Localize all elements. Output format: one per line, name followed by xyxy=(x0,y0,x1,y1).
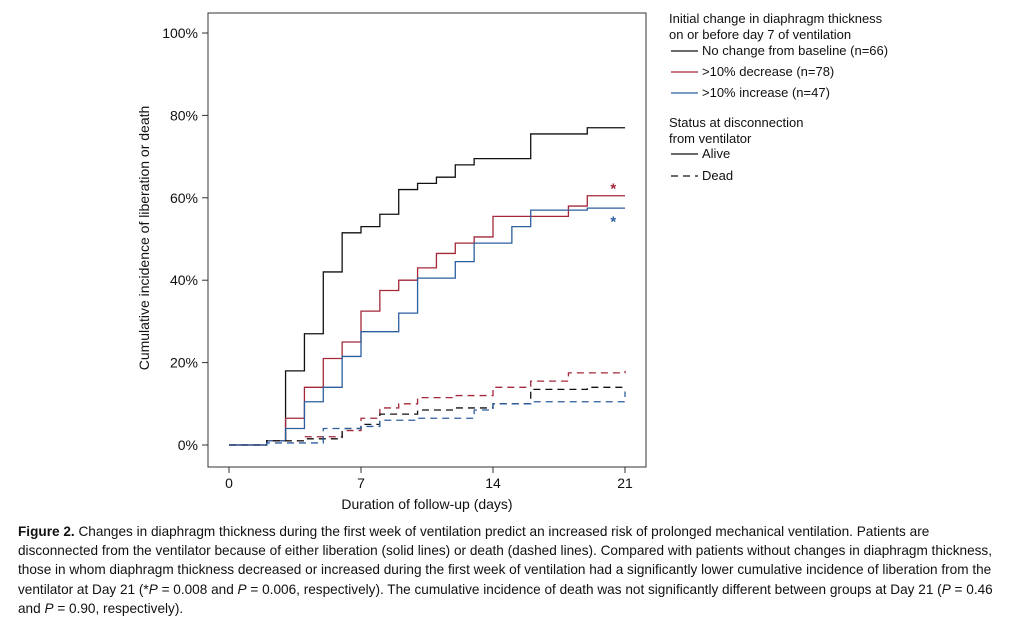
legend-label: Alive xyxy=(702,146,730,161)
y-tick-label: 40% xyxy=(170,272,198,288)
legend-label: >10% decrease (n=78) xyxy=(702,64,834,79)
x-tick-label: 14 xyxy=(485,475,501,491)
x-tick-label: 21 xyxy=(617,475,633,491)
y-axis-label: Cumulative incidence of liberation or de… xyxy=(136,106,152,371)
series-line-5 xyxy=(229,391,626,446)
x-tick-label: 7 xyxy=(357,475,365,491)
y-tick-label: 20% xyxy=(170,355,198,371)
series-line-0 xyxy=(229,127,625,446)
significance-marker: * xyxy=(610,180,616,197)
series-line-2 xyxy=(229,207,625,446)
chart: 0% 20% 40% 60% 80% 100% 0 7 14 21 Duration of foll… xyxy=(136,11,888,512)
figure-caption: Figure 2. Changes in diaphragm thickness… xyxy=(18,522,1010,618)
caption-p-symbol: P xyxy=(237,581,247,597)
caption-text-1: Changes in diaphragm thickness during th… xyxy=(18,524,992,597)
legend: Initial change in diaphragm thicknesson … xyxy=(669,11,888,183)
x-tick-label: 0 xyxy=(225,475,233,491)
caption-text-3: = 0.006, respectively). The cumulative i… xyxy=(246,581,942,597)
series-line-3 xyxy=(229,370,626,446)
caption-p-symbol: P xyxy=(941,581,951,597)
series-line-4 xyxy=(229,386,626,446)
y-tick-label: 0% xyxy=(178,437,198,453)
y-tick-label: 80% xyxy=(170,107,198,123)
legend-group-title: from ventilator xyxy=(669,131,752,146)
axes: 0% 20% 40% 60% 80% 100% 0 7 14 21 Duration of foll… xyxy=(136,12,647,512)
figure-label: Figure 2. xyxy=(18,524,75,539)
caption-text-5: = 0.90, respectively). xyxy=(53,600,184,616)
legend-label: >10% increase (n=47) xyxy=(702,85,830,100)
y-tick-label: 60% xyxy=(170,190,198,206)
legend-group-title: Initial change in diaphragm thickness xyxy=(669,11,883,26)
plot-frame xyxy=(207,12,647,468)
legend-group-title: Status at disconnection xyxy=(669,115,803,130)
legend-group-title: on or before day 7 of ventilation xyxy=(669,27,851,42)
series-line-1 xyxy=(229,195,625,446)
caption-text-4: = 0.46 and xyxy=(18,581,993,616)
significance-marker: * xyxy=(610,213,616,230)
caption-text-2: = 0.008 and xyxy=(157,581,238,597)
series-layer: ** xyxy=(229,127,626,446)
caption-p-symbol: P xyxy=(44,600,54,616)
y-tick-label: 100% xyxy=(162,25,198,41)
legend-label: Dead xyxy=(702,168,733,183)
legend-label: No change from baseline (n=66) xyxy=(702,43,888,58)
x-axis-label: Duration of follow-up (days) xyxy=(341,496,512,512)
caption-p-symbol: P xyxy=(148,581,158,597)
